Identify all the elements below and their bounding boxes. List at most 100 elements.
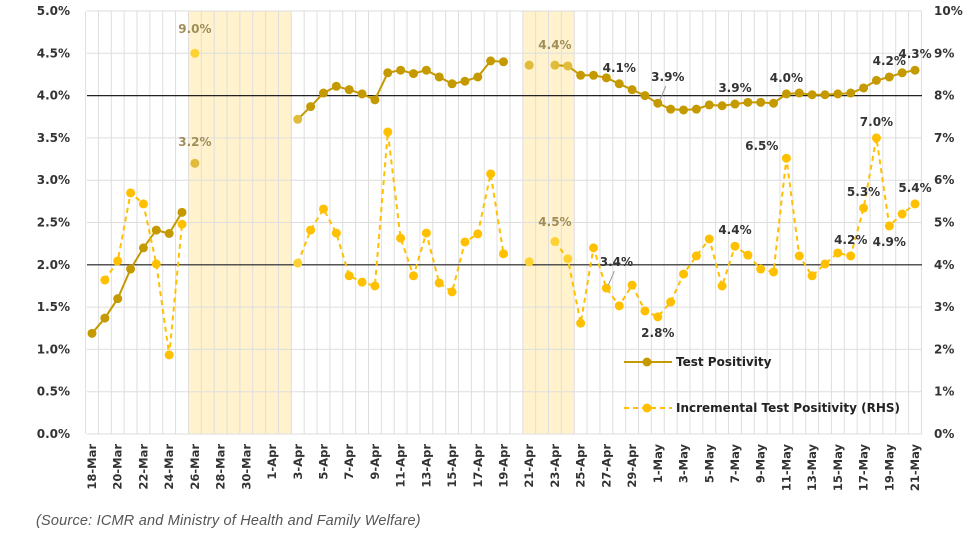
data-label: 4.5% xyxy=(538,215,571,229)
incremental-positivity-point xyxy=(331,228,341,238)
test-positivity-point xyxy=(666,104,676,114)
data-label: 4.0% xyxy=(770,71,803,85)
incremental-positivity-point xyxy=(871,133,881,143)
incremental-positivity-point xyxy=(576,318,586,328)
data-label: 5.4% xyxy=(898,181,931,195)
y-left-tick-label: 1.5% xyxy=(37,300,70,314)
y-right-tick-label: 10% xyxy=(934,4,963,18)
test-positivity-point xyxy=(769,98,779,108)
incremental-positivity-point xyxy=(550,237,560,247)
incremental-positivity-point xyxy=(910,199,920,209)
incremental-positivity-point xyxy=(589,243,599,253)
test-positivity-point xyxy=(100,313,110,323)
x-tick-label: 27-Apr xyxy=(599,444,613,488)
incremental-positivity-point xyxy=(859,203,869,213)
test-positivity-point xyxy=(807,90,817,100)
x-tick-label: 11-May xyxy=(779,443,793,491)
test-positivity-point xyxy=(563,61,573,71)
y-right-tick-label: 4% xyxy=(934,258,954,272)
incremental-positivity-point xyxy=(743,250,753,260)
incremental-positivity-point xyxy=(383,127,393,137)
x-tick-label: 29-Apr xyxy=(625,444,639,488)
test-positivity-point xyxy=(138,243,148,253)
test-positivity-point xyxy=(756,97,766,107)
x-tick-label: 20-Mar xyxy=(111,444,125,490)
x-tick-label: 3-Apr xyxy=(291,444,305,480)
test-positivity-point xyxy=(743,97,753,107)
data-label: 3.9% xyxy=(651,70,684,84)
incremental-positivity-point xyxy=(524,257,534,267)
test-positivity-point xyxy=(871,75,881,85)
data-labels: 9.0%3.2%4.4%4.5%4.1%3.9%3.9%4.0%4.2%4.3%… xyxy=(178,22,931,340)
test-positivity-point xyxy=(318,88,328,98)
incremental-positivity-point xyxy=(447,287,457,297)
test-positivity-point xyxy=(87,328,97,338)
test-positivity-point xyxy=(550,60,560,70)
test-positivity-point xyxy=(357,89,367,99)
x-tick-label: 21-May xyxy=(908,443,922,491)
test-positivity-point xyxy=(370,95,380,105)
x-tick-label: 25-Apr xyxy=(574,444,588,488)
x-tick-label: 21-Apr xyxy=(522,444,536,488)
source-note: (Source: ICMR and Ministry of Health and… xyxy=(36,513,421,529)
incremental-positivity-point xyxy=(846,251,856,261)
x-tick-label: 18-Mar xyxy=(85,444,99,490)
x-tick-label: 17-May xyxy=(857,443,871,491)
incremental-positivity-point xyxy=(807,271,817,281)
test-positivity-point xyxy=(164,228,174,238)
x-tick-label: 24-Mar xyxy=(162,444,176,490)
incremental-positivity-point xyxy=(614,301,624,311)
test-positivity-point xyxy=(781,89,791,99)
x-axis: 18-Mar 20-Mar 22-Mar 24-Mar 26-Mar 28-Mar 30-M… xyxy=(85,443,922,491)
incremental-positivity-point xyxy=(460,237,470,247)
incremental-positivity-point xyxy=(781,153,791,163)
incremental-positivity-point xyxy=(318,204,328,214)
test-positivity-point xyxy=(113,294,123,304)
x-tick-label: 17-Apr xyxy=(471,444,485,488)
y-right-tick-label: 6% xyxy=(934,173,954,187)
incremental-positivity-point xyxy=(794,251,804,261)
y-right-tick-label: 2% xyxy=(934,342,954,356)
incremental-positivity-point xyxy=(730,241,740,251)
data-label: 7.0% xyxy=(860,115,893,129)
incremental-positivity-point xyxy=(396,233,406,243)
incremental-positivity-point xyxy=(138,199,148,209)
legend-marker-test-positivity xyxy=(642,357,652,367)
incremental-positivity-point xyxy=(293,258,303,268)
incremental-positivity-point xyxy=(563,254,573,264)
data-label: 4.2% xyxy=(873,54,906,68)
incremental-positivity-point xyxy=(434,278,444,288)
test-positivity-point xyxy=(897,68,907,78)
test-positivity-point xyxy=(820,90,830,100)
series-group xyxy=(87,48,920,360)
data-label: 9.0% xyxy=(178,22,211,36)
y-right-tick-label: 8% xyxy=(934,89,954,103)
test-positivity-point xyxy=(589,70,599,80)
x-tick-label: 5-Apr xyxy=(316,444,330,480)
data-label: 4.3% xyxy=(898,47,931,61)
x-tick-label: 19-May xyxy=(882,443,896,491)
incremental-positivity-point xyxy=(370,281,380,291)
test-positivity-point xyxy=(306,102,316,112)
incremental-positivity-point xyxy=(691,251,701,261)
incremental-positivity-point xyxy=(627,280,637,290)
test-positivity-point xyxy=(524,60,534,70)
data-label: 3.2% xyxy=(178,135,211,149)
incremental-positivity-point xyxy=(306,225,316,235)
test-positivity-point xyxy=(846,88,856,98)
y-left-tick-label: 2.0% xyxy=(37,258,70,272)
y-left-tick-label: 3.5% xyxy=(37,131,70,145)
incremental-positivity-point xyxy=(769,267,779,277)
y-axis-left: 0.0% 0.5% 1.0% 1.5% 2.0% 2.5% 3.0% 3.5% 4.0% 4.5%… xyxy=(37,4,70,441)
incremental-positivity-point xyxy=(126,188,136,198)
x-tick-label: 19-Apr xyxy=(497,444,511,488)
y-left-tick-label: 1.0% xyxy=(37,342,70,356)
test-positivity-point xyxy=(601,73,611,83)
incremental-positivity-point xyxy=(151,259,161,269)
test-positivity-point xyxy=(691,104,701,114)
y-axis-right: 0% 1% 2% 3% 4% 5% 6% 7% 8% 9% 10% xyxy=(934,4,963,441)
test-positivity-point xyxy=(859,83,869,93)
test-positivity-point xyxy=(833,89,843,99)
y-left-tick-label: 5.0% xyxy=(37,4,70,18)
test-positivity-point xyxy=(614,79,624,89)
